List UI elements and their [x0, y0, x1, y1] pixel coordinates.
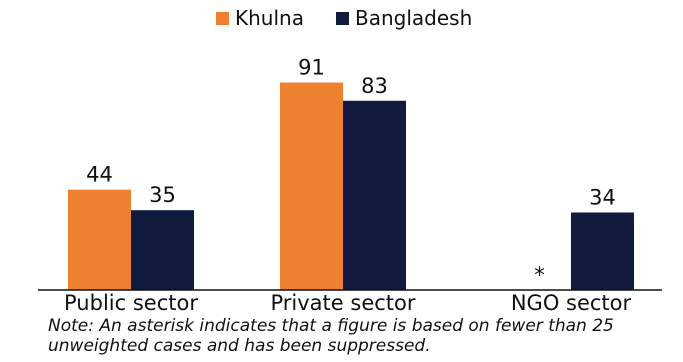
- x-tick-label: NGO sector: [511, 291, 632, 315]
- bars: 44 91 * 35 83 34: [68, 56, 634, 291]
- x-tick-label: Private sector: [270, 291, 415, 315]
- bar-bangladesh-2: [343, 100, 406, 290]
- legend: Khulna Bangladesh: [216, 6, 472, 30]
- value-label: 34: [589, 185, 616, 209]
- bar-bangladesh-1: [131, 210, 194, 290]
- legend-label: Bangladesh: [355, 6, 472, 30]
- value-label: 83: [361, 74, 388, 98]
- bar-khulna-1: [68, 189, 131, 290]
- x-tick-label: Public sector: [64, 291, 198, 315]
- value-label: 35: [149, 183, 176, 207]
- footnote: Note: An asterisk indicates that a figur…: [48, 316, 614, 356]
- suppressed-marker: *: [534, 263, 545, 287]
- value-label: 44: [86, 163, 113, 187]
- value-label: 91: [298, 56, 325, 80]
- bar-bangladesh-3: [571, 212, 634, 290]
- bar-khulna-2: [280, 82, 343, 291]
- legend-swatch-khulna: [216, 12, 229, 25]
- legend-label: Khulna: [235, 6, 304, 30]
- x-tick-labels: Public sector Private sector NGO sector: [64, 291, 631, 315]
- legend-swatch-bangladesh: [336, 12, 349, 25]
